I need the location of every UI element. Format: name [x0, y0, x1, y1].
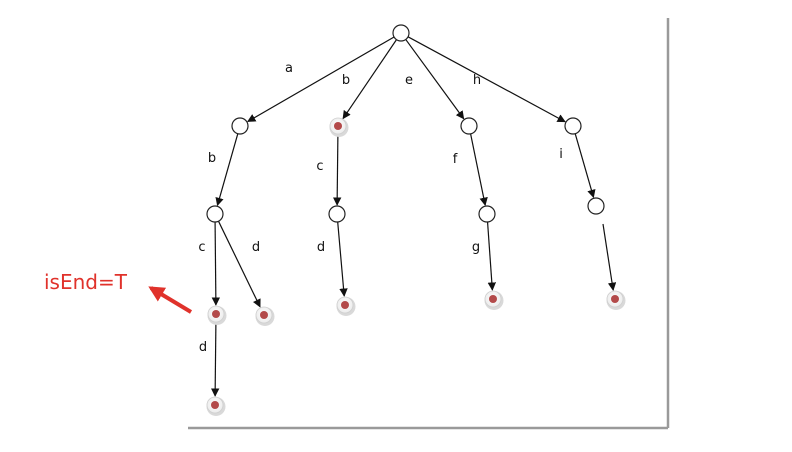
end-node-bcd [336, 296, 356, 316]
edges-layer [210, 36, 617, 397]
edge-root-h [407, 36, 566, 123]
annotation-arrow [148, 286, 193, 314]
edge-label-h-hi: i [559, 147, 563, 162]
edge-label-b-bc: c [316, 159, 323, 174]
node-ef [478, 205, 496, 223]
edge-label-ab-abd: d [252, 240, 260, 255]
end-node-hi_end [606, 290, 626, 310]
end-node-abd [255, 306, 275, 326]
edge-a-ab [215, 133, 239, 207]
edge-label-ef-efg: g [472, 240, 480, 255]
edge-root-e [405, 39, 465, 120]
edge-hi-hi_end [602, 223, 617, 292]
edge-root-b [342, 39, 398, 120]
end-node-b [329, 117, 349, 137]
edge-label-e-ef: f [453, 152, 458, 167]
end-node-abcd [206, 396, 226, 416]
node-e [460, 117, 478, 135]
edge-label-abc-abcd: d [199, 340, 207, 355]
end-node-efg [484, 290, 504, 310]
edge-label-ab-abc: c [198, 240, 205, 255]
annotation-label: isEnd=T [44, 270, 128, 294]
edge-labels-layer: a b e h b c f i c d d g d [198, 61, 562, 355]
edge-ab-abc [211, 221, 221, 306]
edge-label-root-b: b [342, 73, 350, 88]
edge-b-bc [332, 133, 342, 206]
edge-abc-abcd [210, 321, 220, 397]
frame-shadow [188, 18, 670, 430]
node-bc [328, 205, 346, 223]
edge-label-root-a: a [285, 61, 293, 76]
edge-ab-abd [217, 220, 261, 308]
end-node-abc [207, 305, 227, 325]
edge-label-root-h: h [473, 73, 481, 88]
edge-label-bc-bcd: d [317, 240, 325, 255]
nodes-layer [206, 24, 626, 416]
node-ab [206, 205, 224, 223]
edge-h-hi [574, 133, 596, 199]
is-end-annotation: isEnd=T [44, 270, 193, 314]
node-root [392, 24, 410, 42]
edge-ef-efg [486, 221, 497, 291]
node-a [231, 117, 249, 135]
node-h [564, 117, 582, 135]
edge-label-root-e: e [405, 73, 413, 88]
node-hi [587, 197, 605, 215]
edge-label-a-ab: b [208, 151, 216, 166]
edge-root-a [247, 36, 395, 123]
edge-e-ef [470, 133, 488, 207]
edge-bc-bcd [337, 221, 348, 297]
